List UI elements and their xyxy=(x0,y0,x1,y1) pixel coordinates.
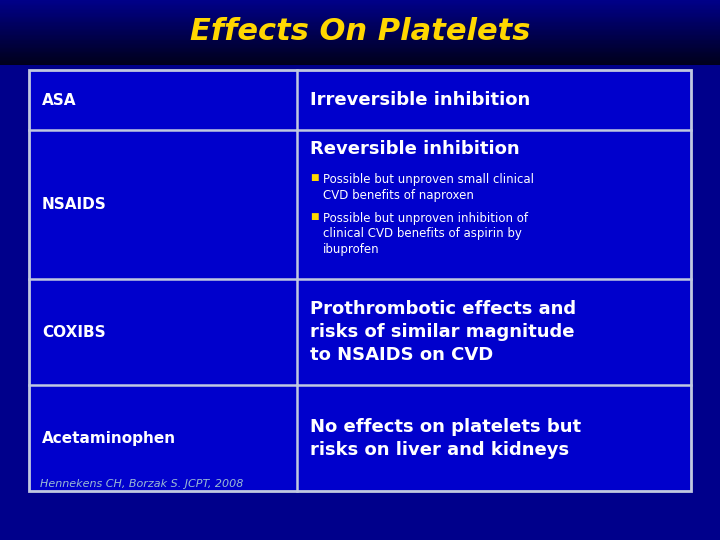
Bar xyxy=(0,45,720,46)
Bar xyxy=(0,9,720,10)
Bar xyxy=(0,51,720,52)
Bar xyxy=(0,53,720,55)
Text: ■: ■ xyxy=(310,173,318,182)
Bar xyxy=(0,38,720,39)
Bar xyxy=(0,12,720,13)
Text: NSAIDS: NSAIDS xyxy=(42,197,107,212)
Bar xyxy=(0,10,720,12)
Text: ■: ■ xyxy=(310,212,318,221)
Bar xyxy=(0,44,720,45)
Bar xyxy=(29,70,691,491)
Bar xyxy=(0,33,720,35)
Bar xyxy=(0,17,720,18)
Bar xyxy=(0,13,720,14)
Bar xyxy=(0,22,720,23)
Bar xyxy=(0,16,720,17)
Bar xyxy=(0,4,720,5)
Bar xyxy=(0,32,720,33)
Bar xyxy=(0,62,720,64)
Bar xyxy=(0,36,720,38)
Text: Reversible inhibition: Reversible inhibition xyxy=(310,139,520,158)
Bar xyxy=(0,30,720,31)
Bar xyxy=(0,39,720,40)
Bar xyxy=(0,25,720,26)
Bar xyxy=(0,1,720,3)
Bar xyxy=(0,8,720,9)
Text: Possible but unproven small clinical
CVD benefits of naproxen: Possible but unproven small clinical CVD… xyxy=(323,173,534,201)
Bar xyxy=(0,29,720,30)
Text: No effects on platelets but
risks on liver and kidneys: No effects on platelets but risks on liv… xyxy=(310,418,581,459)
Bar xyxy=(0,40,720,42)
Text: COXIBS: COXIBS xyxy=(42,325,105,340)
Bar xyxy=(0,49,720,51)
Text: Prothrombotic effects and
risks of similar magnitude
to NSAIDS on CVD: Prothrombotic effects and risks of simil… xyxy=(310,300,576,364)
Bar xyxy=(0,5,720,6)
Text: ASA: ASA xyxy=(42,92,76,107)
Bar xyxy=(0,42,720,43)
Bar xyxy=(0,6,720,8)
Bar xyxy=(0,56,720,57)
Bar xyxy=(0,43,720,44)
Text: Irreversible inhibition: Irreversible inhibition xyxy=(310,91,531,109)
Text: Effects On Platelets: Effects On Platelets xyxy=(190,17,530,46)
Bar xyxy=(0,48,720,49)
Bar xyxy=(0,26,720,27)
Bar xyxy=(0,19,720,21)
Bar xyxy=(0,64,720,65)
Bar xyxy=(0,0,720,1)
Text: Hennekens CH, Borzak S. JCPT, 2008: Hennekens CH, Borzak S. JCPT, 2008 xyxy=(40,478,243,489)
Bar xyxy=(0,35,720,36)
Bar xyxy=(0,14,720,16)
Bar xyxy=(0,21,720,22)
Text: Possible but unproven inhibition of
clinical CVD benefits of aspirin by
ibuprofe: Possible but unproven inhibition of clin… xyxy=(323,212,528,256)
Bar xyxy=(0,18,720,19)
Bar xyxy=(0,61,720,62)
Bar xyxy=(0,27,720,29)
Bar xyxy=(0,58,720,59)
Bar xyxy=(0,55,720,56)
Bar xyxy=(0,46,720,48)
Bar xyxy=(0,23,720,25)
Text: Acetaminophen: Acetaminophen xyxy=(42,431,176,446)
Bar xyxy=(0,52,720,53)
Bar xyxy=(0,3,720,4)
Bar xyxy=(0,59,720,61)
Bar xyxy=(0,57,720,58)
Bar xyxy=(0,31,720,32)
